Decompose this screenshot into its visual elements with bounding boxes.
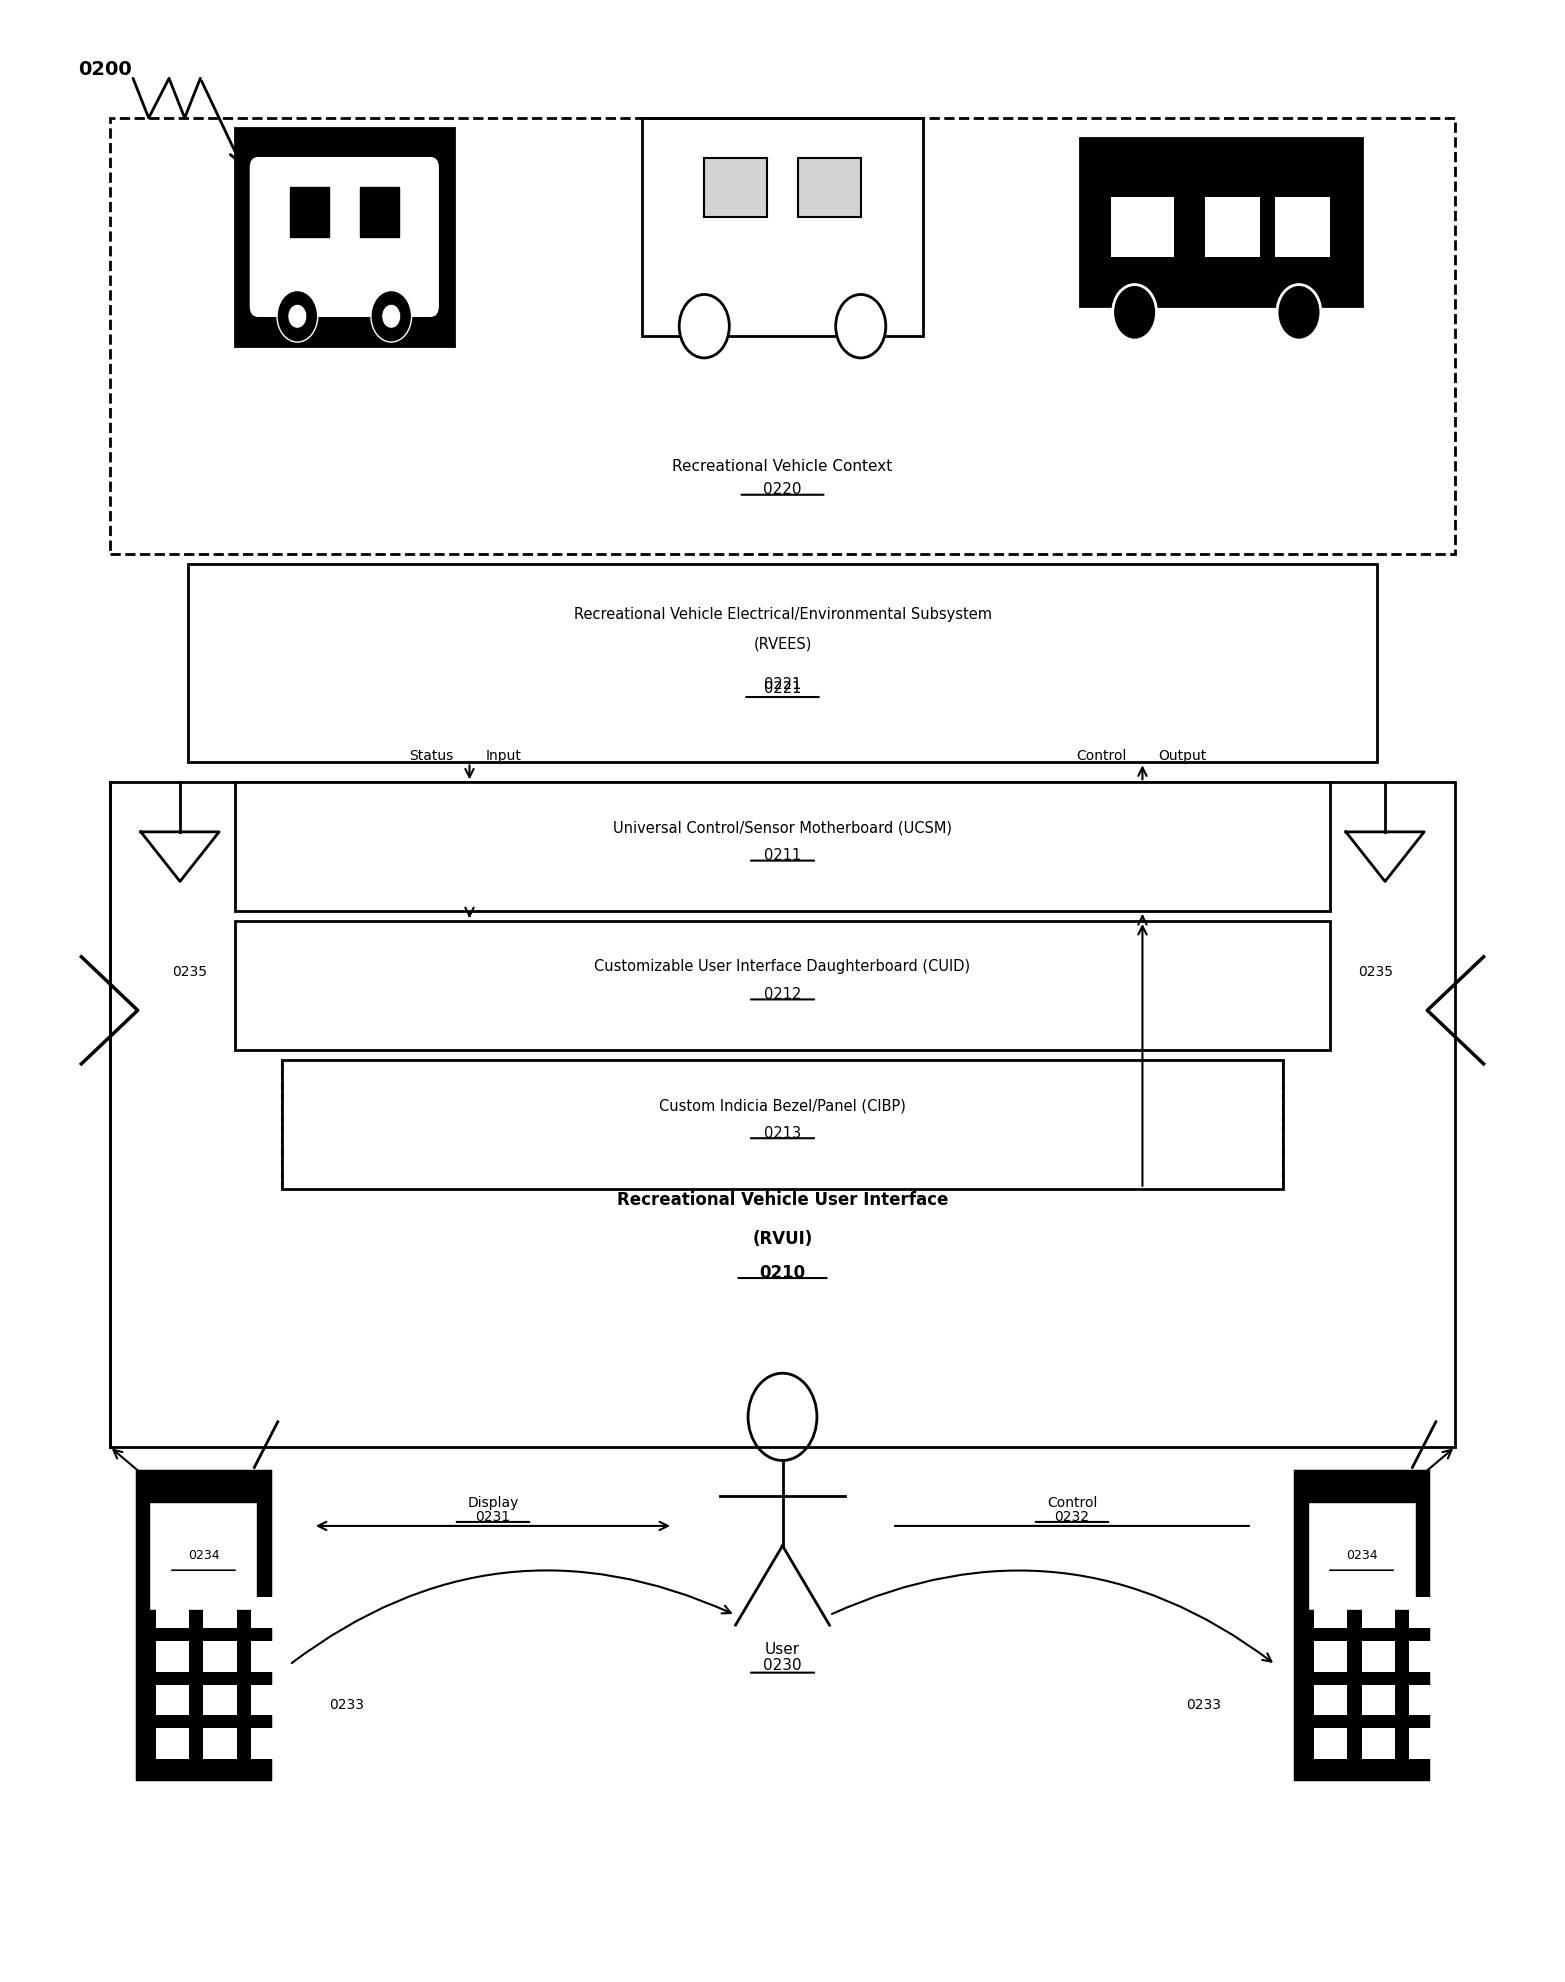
Text: 0234: 0234 [188, 1548, 219, 1562]
FancyBboxPatch shape [203, 1641, 236, 1673]
Text: 0234: 0234 [1346, 1548, 1377, 1562]
Circle shape [277, 291, 318, 343]
FancyBboxPatch shape [642, 119, 923, 337]
FancyBboxPatch shape [1410, 1685, 1443, 1716]
FancyBboxPatch shape [1111, 198, 1174, 258]
Text: Customizable User Interface Daughterboard (CUID): Customizable User Interface Daughterboar… [595, 959, 970, 973]
FancyBboxPatch shape [250, 1728, 285, 1760]
FancyBboxPatch shape [250, 159, 438, 317]
FancyBboxPatch shape [203, 1597, 236, 1629]
Circle shape [679, 295, 729, 359]
FancyBboxPatch shape [188, 565, 1377, 763]
FancyBboxPatch shape [250, 1641, 285, 1673]
Text: 0232: 0232 [1055, 1508, 1089, 1524]
Text: (RVUI): (RVUI) [753, 1229, 812, 1249]
FancyBboxPatch shape [155, 1685, 189, 1716]
FancyBboxPatch shape [1080, 139, 1362, 307]
Text: 0233: 0233 [1186, 1697, 1221, 1712]
Text: Custom Indicia Bezel/Panel (CIBP): Custom Indicia Bezel/Panel (CIBP) [659, 1098, 906, 1112]
FancyBboxPatch shape [282, 1060, 1283, 1189]
Text: Recreational Vehicle User Interface: Recreational Vehicle User Interface [617, 1189, 948, 1209]
FancyBboxPatch shape [1315, 1597, 1347, 1629]
FancyBboxPatch shape [1315, 1728, 1347, 1760]
Circle shape [836, 295, 886, 359]
FancyBboxPatch shape [150, 1502, 257, 1609]
Circle shape [1277, 285, 1321, 341]
Text: Output: Output [1158, 749, 1207, 763]
FancyBboxPatch shape [1308, 1502, 1416, 1609]
FancyBboxPatch shape [704, 159, 767, 218]
Text: 0233: 0233 [329, 1697, 363, 1712]
Text: 0235: 0235 [172, 963, 207, 979]
FancyBboxPatch shape [1410, 1641, 1443, 1673]
Text: 0211: 0211 [764, 848, 801, 862]
Text: 0220: 0220 [764, 482, 801, 497]
Text: User: User [765, 1641, 800, 1657]
Circle shape [1113, 285, 1157, 341]
FancyBboxPatch shape [203, 1728, 236, 1760]
Circle shape [371, 291, 412, 343]
FancyBboxPatch shape [110, 119, 1455, 555]
FancyBboxPatch shape [1362, 1597, 1394, 1629]
Text: Universal Control/Sensor Motherboard (UCSM): Universal Control/Sensor Motherboard (UC… [613, 821, 952, 834]
FancyBboxPatch shape [138, 1471, 269, 1780]
FancyBboxPatch shape [360, 188, 399, 238]
FancyBboxPatch shape [290, 188, 329, 238]
FancyBboxPatch shape [235, 783, 1330, 912]
Text: 0235: 0235 [1358, 963, 1393, 979]
FancyBboxPatch shape [155, 1641, 189, 1673]
Circle shape [382, 305, 401, 329]
Text: (RVEES): (RVEES) [753, 636, 812, 652]
FancyBboxPatch shape [235, 922, 1330, 1050]
Text: 0231: 0231 [476, 1508, 510, 1524]
FancyBboxPatch shape [1315, 1685, 1347, 1716]
Text: 0213: 0213 [764, 1126, 801, 1140]
FancyBboxPatch shape [1362, 1641, 1394, 1673]
FancyBboxPatch shape [155, 1728, 189, 1760]
Text: 0230: 0230 [764, 1657, 801, 1673]
FancyBboxPatch shape [250, 1685, 285, 1716]
Text: Recreational Vehicle Context: Recreational Vehicle Context [673, 458, 892, 474]
Text: Control: Control [1077, 749, 1127, 763]
FancyBboxPatch shape [203, 1685, 236, 1716]
FancyBboxPatch shape [1362, 1685, 1394, 1716]
Text: Control: Control [1047, 1494, 1097, 1510]
FancyBboxPatch shape [1205, 198, 1260, 258]
FancyBboxPatch shape [798, 159, 861, 218]
Circle shape [288, 305, 307, 329]
Text: Input: Input [485, 749, 521, 763]
FancyBboxPatch shape [1275, 198, 1330, 258]
Text: Status: Status [410, 749, 454, 763]
FancyBboxPatch shape [155, 1597, 189, 1629]
FancyBboxPatch shape [1410, 1728, 1443, 1760]
FancyBboxPatch shape [1362, 1728, 1394, 1760]
Text: 0210: 0210 [759, 1263, 806, 1282]
Text: 0221: 0221 [764, 680, 801, 696]
FancyBboxPatch shape [110, 783, 1455, 1447]
Text: Recreational Vehicle Electrical/Environmental Subsystem: Recreational Vehicle Electrical/Environm… [573, 606, 992, 622]
FancyBboxPatch shape [1410, 1597, 1443, 1629]
FancyBboxPatch shape [250, 1597, 285, 1629]
Text: 0221: 0221 [764, 676, 801, 692]
Text: 0200: 0200 [78, 59, 131, 79]
Text: Display: Display [468, 1494, 518, 1510]
FancyBboxPatch shape [1315, 1641, 1347, 1673]
FancyBboxPatch shape [235, 129, 454, 347]
FancyBboxPatch shape [1296, 1471, 1427, 1780]
Text: 0212: 0212 [764, 987, 801, 1001]
